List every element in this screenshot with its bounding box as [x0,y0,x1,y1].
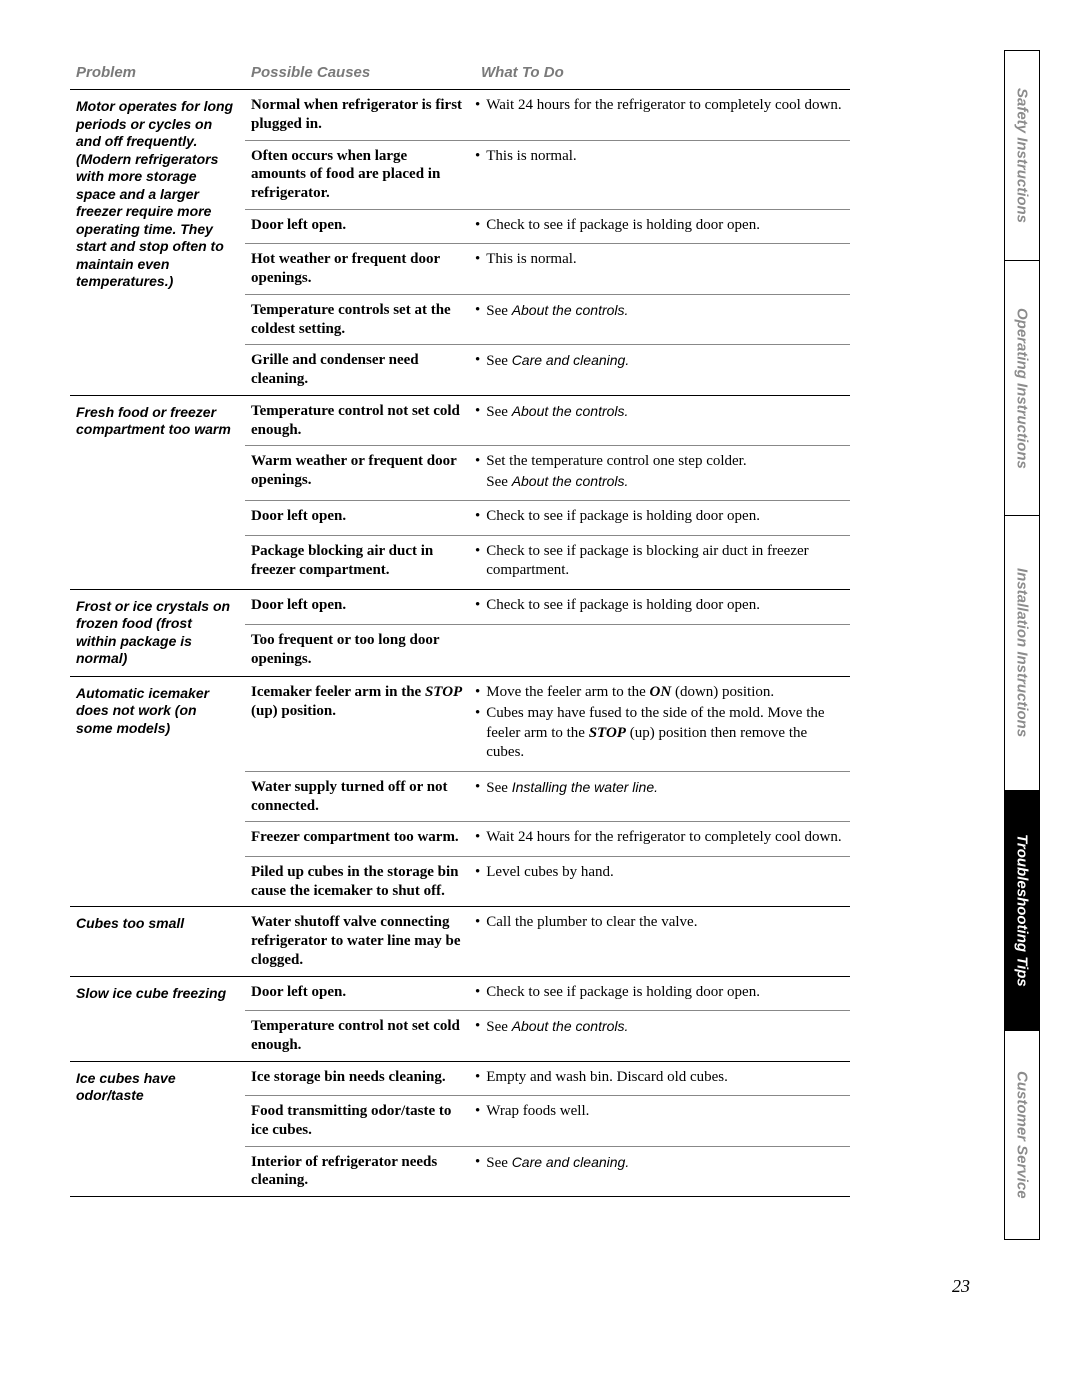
side-tab-2[interactable]: Installation Instructions [1004,515,1040,790]
todo-cell: •This is normal. [475,244,850,295]
problem-cell: Frost or ice crystals on frozen food (fr… [70,589,245,676]
cause-cell: Temperature controls set at the coldest … [245,294,475,345]
todo-cell: •See About the controls. [475,1011,850,1062]
todo-cell: •Wait 24 hours for the refrigerator to c… [475,822,850,857]
todo-cell [475,625,850,677]
page-number: 23 [952,1276,970,1297]
cause-cell: Water shutoff valve connecting refrigera… [245,907,475,976]
cause-cell: Warm weather or frequent door openings. [245,446,475,501]
cause-cell: Food transmitting odor/taste to ice cube… [245,1096,475,1147]
todo-cell: •Check to see if package is holding door… [475,209,850,244]
todo-cell: •Check to see if package is holding door… [475,589,850,624]
todo-cell: •See About the controls. [475,395,850,446]
todo-cell: •Empty and wash bin. Discard old cubes. [475,1061,850,1096]
cause-cell: Freezer compartment too warm. [245,822,475,857]
cause-cell: Door left open. [245,501,475,536]
todo-cell: •Move the feeler arm to the ON (down) po… [475,676,850,771]
todo-cell: •Check to see if package is holding door… [475,976,850,1011]
problem-cell: Ice cubes have odor/taste [70,1061,245,1197]
side-tab-3[interactable]: Troubleshooting Tips [1004,790,1040,1030]
todo-cell: •Check to see if package is holding door… [475,501,850,536]
todo-cell: •See Installing the water line. [475,771,850,822]
todo-cell: •Check to see if package is blocking air… [475,535,850,589]
side-tab-1[interactable]: Operating Instructions [1004,260,1040,515]
header-causes: Possible Causes [245,60,475,90]
cause-cell: Piled up cubes in the storage bin cause … [245,856,475,907]
problem-cell: Fresh food or freezer compartment too wa… [70,395,245,589]
cause-cell: Too frequent or too long door openings. [245,625,475,677]
todo-cell: •See Care and cleaning. [475,345,850,396]
cause-cell: Temperature control not set cold enough. [245,1011,475,1062]
problem-cell: Motor operates for long periods or cycle… [70,90,245,396]
problem-cell: Cubes too small [70,907,245,976]
side-tab-4[interactable]: Customer Service [1004,1030,1040,1240]
todo-cell: •Wait 24 hours for the refrigerator to c… [475,90,850,141]
problem-cell: Automatic icemaker does not work (on som… [70,676,245,907]
cause-cell: Icemaker feeler arm in the STOP (up) pos… [245,676,475,771]
cause-cell: Temperature control not set cold enough. [245,395,475,446]
todo-cell: •See Care and cleaning. [475,1146,850,1197]
cause-cell: Door left open. [245,209,475,244]
todo-cell: •This is normal. [475,140,850,209]
cause-cell: Door left open. [245,976,475,1011]
todo-cell: •Level cubes by hand. [475,856,850,907]
todo-cell: •Wrap foods well. [475,1096,850,1147]
cause-cell: Often occurs when large amounts of food … [245,140,475,209]
cause-cell: Interior of refrigerator needs cleaning. [245,1146,475,1197]
side-tab-0[interactable]: Safety Instructions [1004,50,1040,260]
cause-cell: Hot weather or frequent door openings. [245,244,475,295]
cause-cell: Grille and condenser need cleaning. [245,345,475,396]
cause-cell: Package blocking air duct in freezer com… [245,535,475,589]
header-problem: Problem [70,60,245,90]
header-todo: What To Do [475,60,850,90]
cause-cell: Normal when refrigerator is first plugge… [245,90,475,141]
cause-cell: Door left open. [245,589,475,624]
cause-cell: Ice storage bin needs cleaning. [245,1061,475,1096]
todo-cell: •Call the plumber to clear the valve. [475,907,850,976]
section-tabs: Safety InstructionsOperating Instruction… [1004,50,1040,1347]
troubleshooting-table: ProblemPossible CausesWhat To Do Motor op… [70,60,850,1197]
todo-cell: •Set the temperature control one step co… [475,446,850,501]
todo-cell: •See About the controls. [475,294,850,345]
cause-cell: Water supply turned off or not connected… [245,771,475,822]
problem-cell: Slow ice cube freezing [70,976,245,1061]
